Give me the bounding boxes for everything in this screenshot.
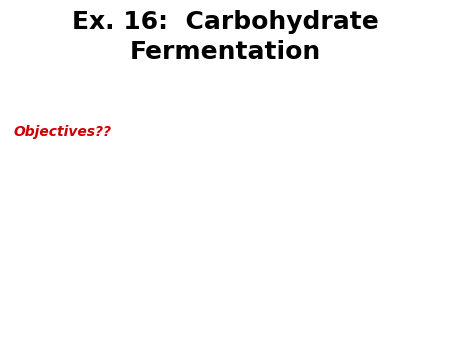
Text: Ex. 16:  Carbohydrate
Fermentation: Ex. 16: Carbohydrate Fermentation bbox=[72, 10, 378, 64]
Text: Objectives??: Objectives?? bbox=[14, 125, 112, 139]
